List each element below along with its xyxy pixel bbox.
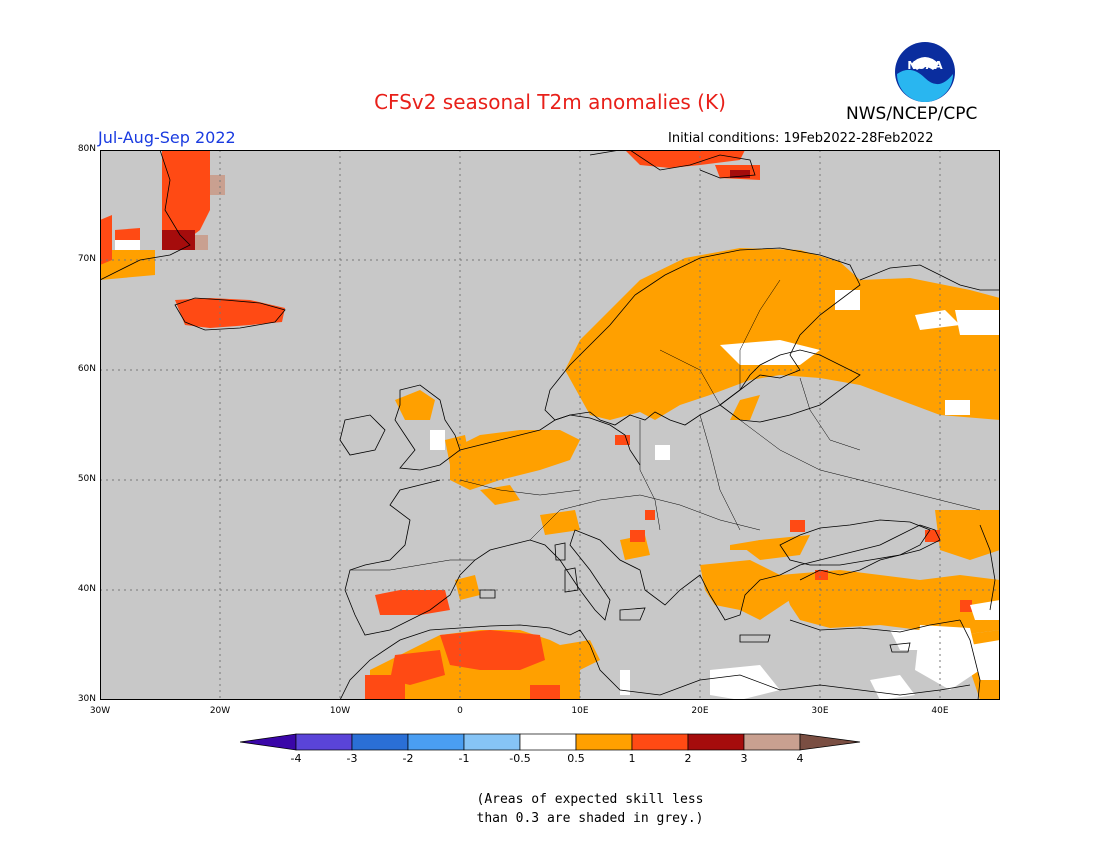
map-panel: [100, 150, 1000, 700]
lon-label-30e: 30E: [811, 706, 829, 716]
colorbar-segment: [463, 733, 521, 751]
initial-conditions-label: Initial conditions: 19Feb2022-28Feb2022: [668, 131, 934, 146]
colorbar-label: 0.5: [567, 752, 585, 765]
anomaly-3-4-regions: [195, 175, 225, 250]
footnote: (Areas of expected skill less than 0.3 a…: [440, 790, 740, 828]
noaa-logo: NOAA: [895, 42, 955, 102]
footnote-line-2: than 0.3 are shaded in grey.): [476, 811, 704, 826]
anomaly-neutral-regions: [115, 240, 1000, 700]
colorbar-max-arrow: [799, 733, 861, 751]
anomaly-2-3-regions: [162, 170, 750, 250]
colorbar-segment: [519, 733, 577, 751]
colorbar-segment: [407, 733, 465, 751]
colorbar-label: 3: [740, 752, 748, 765]
lon-label-20e: 20E: [691, 706, 709, 716]
lon-label-30w: 30W: [89, 706, 111, 716]
colorbar-label: 2: [684, 752, 692, 765]
lon-label-40e: 40E: [931, 706, 949, 716]
lat-label-70n: 70N: [77, 254, 96, 264]
coastlines: [100, 150, 1000, 700]
lon-label-10e: 10E: [571, 706, 589, 716]
colorbar-label: 1: [628, 752, 636, 765]
lon-label-0: 0: [457, 706, 463, 716]
colorbar-label: 4: [796, 752, 804, 765]
colorbar-segment: [295, 733, 353, 751]
lat-label-50n: 50N: [77, 474, 96, 484]
colorbar-min-arrow: [240, 733, 297, 751]
agency-label: NWS/NCEP/CPC: [846, 104, 978, 124]
colorbar-segment: [575, 733, 633, 751]
lon-label-20w: 20W: [209, 706, 231, 716]
colorbar-label: -1: [458, 752, 470, 765]
season-label: Jul-Aug-Sep 2022: [98, 128, 236, 147]
colorbar-segment: [743, 733, 801, 751]
colorbar-segment: [351, 733, 409, 751]
lat-label-60n: 60N: [77, 364, 96, 374]
country-borders: [350, 279, 981, 571]
lon-label-10w: 10W: [329, 706, 351, 716]
colorbar-segment: [687, 733, 745, 751]
colorbar-label: -0.5: [509, 752, 531, 765]
noaa-logo-text: NOAA: [907, 59, 943, 72]
lat-label-80n: 80N: [77, 144, 96, 154]
footnote-line-1: (Areas of expected skill less: [476, 792, 704, 807]
colorbar-label: -4: [290, 752, 302, 765]
lat-label-40n: 40N: [77, 584, 96, 594]
colorbar-label: -2: [402, 752, 414, 765]
colorbar-label: -3: [346, 752, 358, 765]
chart-title: CFSv2 seasonal T2m anomalies (K): [374, 90, 726, 114]
map-gridlines: [100, 150, 1000, 700]
lat-label-30n: 30N: [77, 694, 96, 704]
colorbar-segment: [631, 733, 689, 751]
colorbar: [240, 733, 861, 751]
